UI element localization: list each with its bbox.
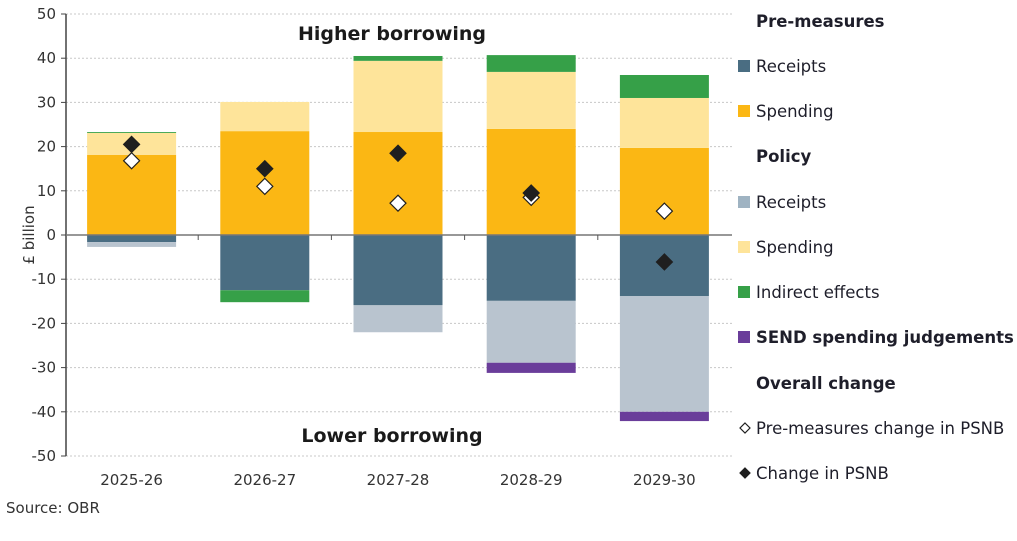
legend-label: SEND spending judgements <box>756 327 1014 347</box>
legend-label: Pre-measures <box>756 11 885 31</box>
legend-label: Policy <box>756 146 812 166</box>
bar-pre-measures-receipts-2028-29 <box>486 235 576 301</box>
bar-policy-receipts-2028-29 <box>486 300 576 363</box>
x-tick-label: 2029-30 <box>633 471 696 489</box>
legend-item-receipts: Receipts <box>738 190 826 214</box>
bar-policy-spending-2028-29 <box>486 71 576 129</box>
y-tick-label: 0 <box>46 226 56 244</box>
y-tick-label: 10 <box>37 182 56 200</box>
legend-item-policy: Policy <box>756 144 811 168</box>
bar-pre-measures-spending-2029-30 <box>619 147 709 235</box>
y-tick-label: -10 <box>32 270 57 288</box>
bar-indirect-effects-2027-28 <box>353 55 443 61</box>
marker-change-in-psnb-2029-30 <box>655 253 674 271</box>
y-tick-label: -40 <box>32 403 57 421</box>
bar-indirect-effects-2026-27 <box>220 290 310 303</box>
bar-send-spending-judgements-2028-29 <box>486 362 576 373</box>
bar-policy-receipts-2029-30 <box>619 295 709 412</box>
bar-indirect-effects-2025-26 <box>87 132 177 133</box>
legend-label: Indirect effects <box>756 282 880 302</box>
y-tick-labels: 50 40 30 20 10 0 -10 -20 -30 -40 -50 <box>32 5 66 465</box>
y-tick-label: -30 <box>32 359 57 377</box>
marker-pre-measures-change-2029-30 <box>655 202 674 220</box>
y-tick-label: 20 <box>37 138 56 156</box>
legend-swatch <box>738 331 750 343</box>
legend-item-receipts: Receipts <box>738 54 826 78</box>
legend-item-spending: Spending <box>738 99 834 123</box>
legend-label: Spending <box>756 237 834 257</box>
legend-label: Receipts <box>756 192 827 212</box>
x-tick-label: 2028-29 <box>500 471 563 489</box>
markers <box>122 135 674 271</box>
source-note: Source: OBR <box>6 499 100 517</box>
annotation-lower-borrowing: Lower borrowing <box>301 425 482 447</box>
marker-pre-measures-change-2025-26 <box>122 151 141 170</box>
legend-swatch <box>738 286 750 298</box>
bar-pre-measures-spending-2028-29 <box>486 128 576 235</box>
legend-swatch <box>738 196 750 208</box>
legend-label: Pre-measures change in PSNB <box>756 418 1005 438</box>
y-axis-label: £ billion <box>20 205 38 264</box>
legend-swatch <box>738 60 750 72</box>
marker-change-in-psnb-2028-29 <box>522 184 541 202</box>
bar-indirect-effects-2029-30 <box>619 74 709 98</box>
hollow-diamond-icon <box>738 421 752 435</box>
marker-pre-measures-change-2027-28 <box>389 194 407 213</box>
legend-label: Overall change <box>756 373 896 393</box>
legend-item-pre-measures: Pre-measures <box>756 9 885 33</box>
filled-diamond-icon <box>738 466 752 480</box>
legend-item-indirect-effects: Indirect effects <box>738 280 880 304</box>
bar-policy-spending-2026-27 <box>220 101 310 132</box>
marker-change-in-psnb-2025-26 <box>122 135 141 154</box>
bar-pre-measures-receipts-2026-27 <box>220 235 310 291</box>
legend-swatch <box>738 241 750 253</box>
bar-policy-spending-2029-30 <box>619 97 709 148</box>
bar-policy-receipts-2025-26 <box>87 242 177 247</box>
bar-indirect-effects-2028-29 <box>486 55 576 72</box>
legend-label: Change in PSNB <box>756 463 889 483</box>
y-tick-label: 30 <box>37 93 56 111</box>
bar-send-spending-judgements-2029-30 <box>619 411 709 422</box>
x-tick-label: 2026-27 <box>233 471 296 489</box>
legend-label: Spending <box>756 101 834 121</box>
bars <box>87 55 709 422</box>
legend-item-pre-measures-change-in-psnb: Pre-measures change in PSNB <box>738 416 1004 440</box>
x-tick-labels: 2025-26 2026-27 2027-28 2028-29 2029-30 <box>100 471 695 489</box>
legend-item-send-spending-judgements: SEND spending judgements <box>738 325 1014 349</box>
legend-label: Receipts <box>756 56 827 76</box>
bar-pre-measures-receipts-2027-28 <box>353 235 443 306</box>
marker-change-in-psnb-2026-27 <box>255 159 274 178</box>
legend-item-spending: Spending <box>738 235 834 259</box>
marker-pre-measures-change-2026-27 <box>255 177 274 196</box>
y-tick-label: -20 <box>32 314 57 332</box>
legend-item-overall-change: Overall change <box>756 371 896 395</box>
marker-change-in-psnb-2027-28 <box>389 144 407 163</box>
y-tick-label: -50 <box>32 447 57 465</box>
bar-policy-receipts-2027-28 <box>353 305 443 333</box>
x-tick-label: 2027-28 <box>367 471 430 489</box>
x-tick-label: 2025-26 <box>100 471 163 489</box>
bar-pre-measures-receipts-2025-26 <box>87 235 177 243</box>
y-tick-label: 50 <box>37 5 56 23</box>
annotation-higher-borrowing: Higher borrowing <box>298 23 486 45</box>
y-tick-label: 40 <box>37 49 56 67</box>
legend-swatch <box>738 105 750 117</box>
bar-policy-spending-2027-28 <box>353 60 443 133</box>
legend-item-change-in-psnb: Change in PSNB <box>738 461 889 485</box>
